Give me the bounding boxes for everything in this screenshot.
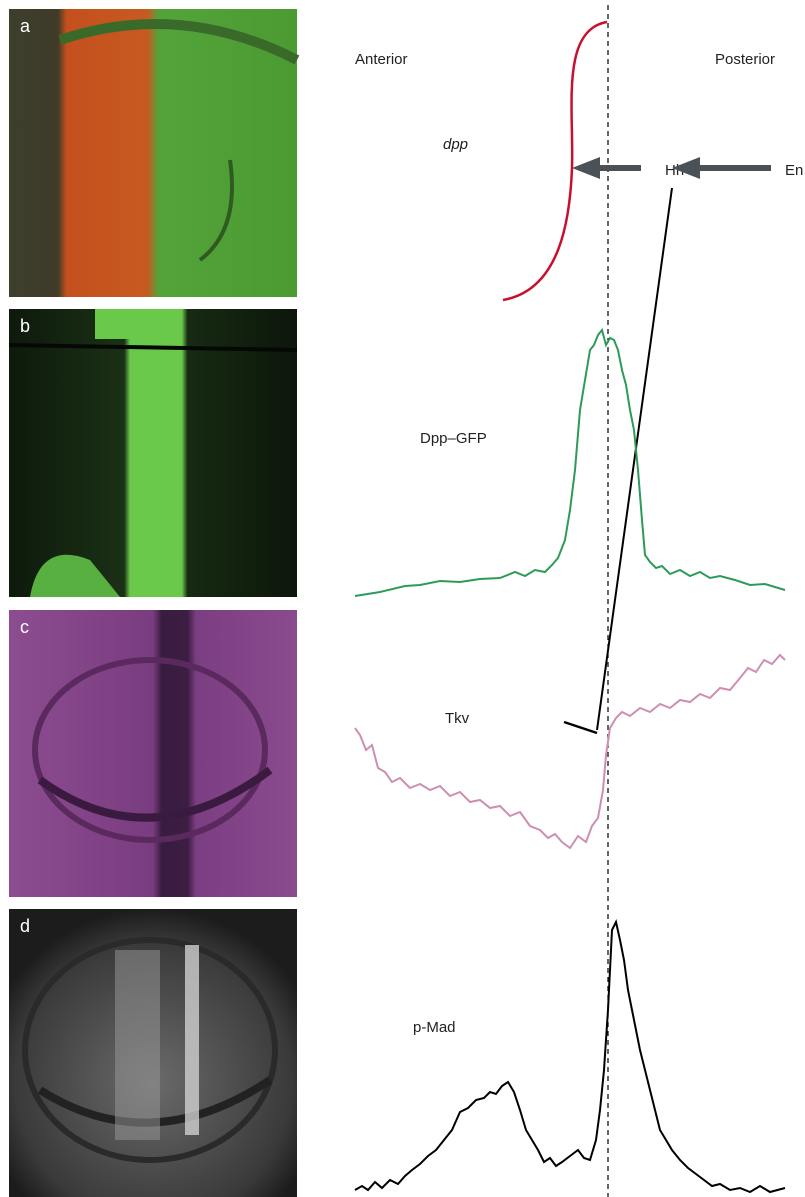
profile-label: Dpp–GFP xyxy=(420,430,487,447)
figure: a b c d Anterior Posterior dpp Hh En Dpp… xyxy=(0,0,805,1197)
image-a xyxy=(9,9,297,297)
profile-label: p-Mad xyxy=(413,1019,456,1036)
panel-label: b xyxy=(20,316,30,336)
en-label: En xyxy=(785,162,803,179)
image-d xyxy=(9,909,297,1197)
image-c xyxy=(9,610,297,897)
anterior-label: Anterior xyxy=(355,51,408,68)
posterior-label: Posterior xyxy=(715,51,775,68)
stripe xyxy=(115,950,160,1140)
arrow-shaft xyxy=(695,165,771,171)
micrograph xyxy=(9,309,297,597)
micrograph xyxy=(9,9,297,297)
arrow-shaft xyxy=(595,165,641,171)
image-b xyxy=(9,309,297,597)
panel-label: d xyxy=(20,916,30,936)
tkv-profile xyxy=(355,655,785,848)
stripe xyxy=(185,945,199,1135)
arrow-head xyxy=(572,157,600,179)
inhibition-bar xyxy=(564,722,597,733)
dpp-gfp-profile xyxy=(355,330,785,596)
profile-label: Tkv xyxy=(445,710,470,727)
micrograph xyxy=(9,610,297,897)
panel-label: c xyxy=(20,617,29,637)
dpp-label: dpp xyxy=(443,136,468,153)
panel-label: a xyxy=(20,16,31,36)
stripe xyxy=(95,309,150,339)
p-mad-profile xyxy=(355,922,785,1192)
